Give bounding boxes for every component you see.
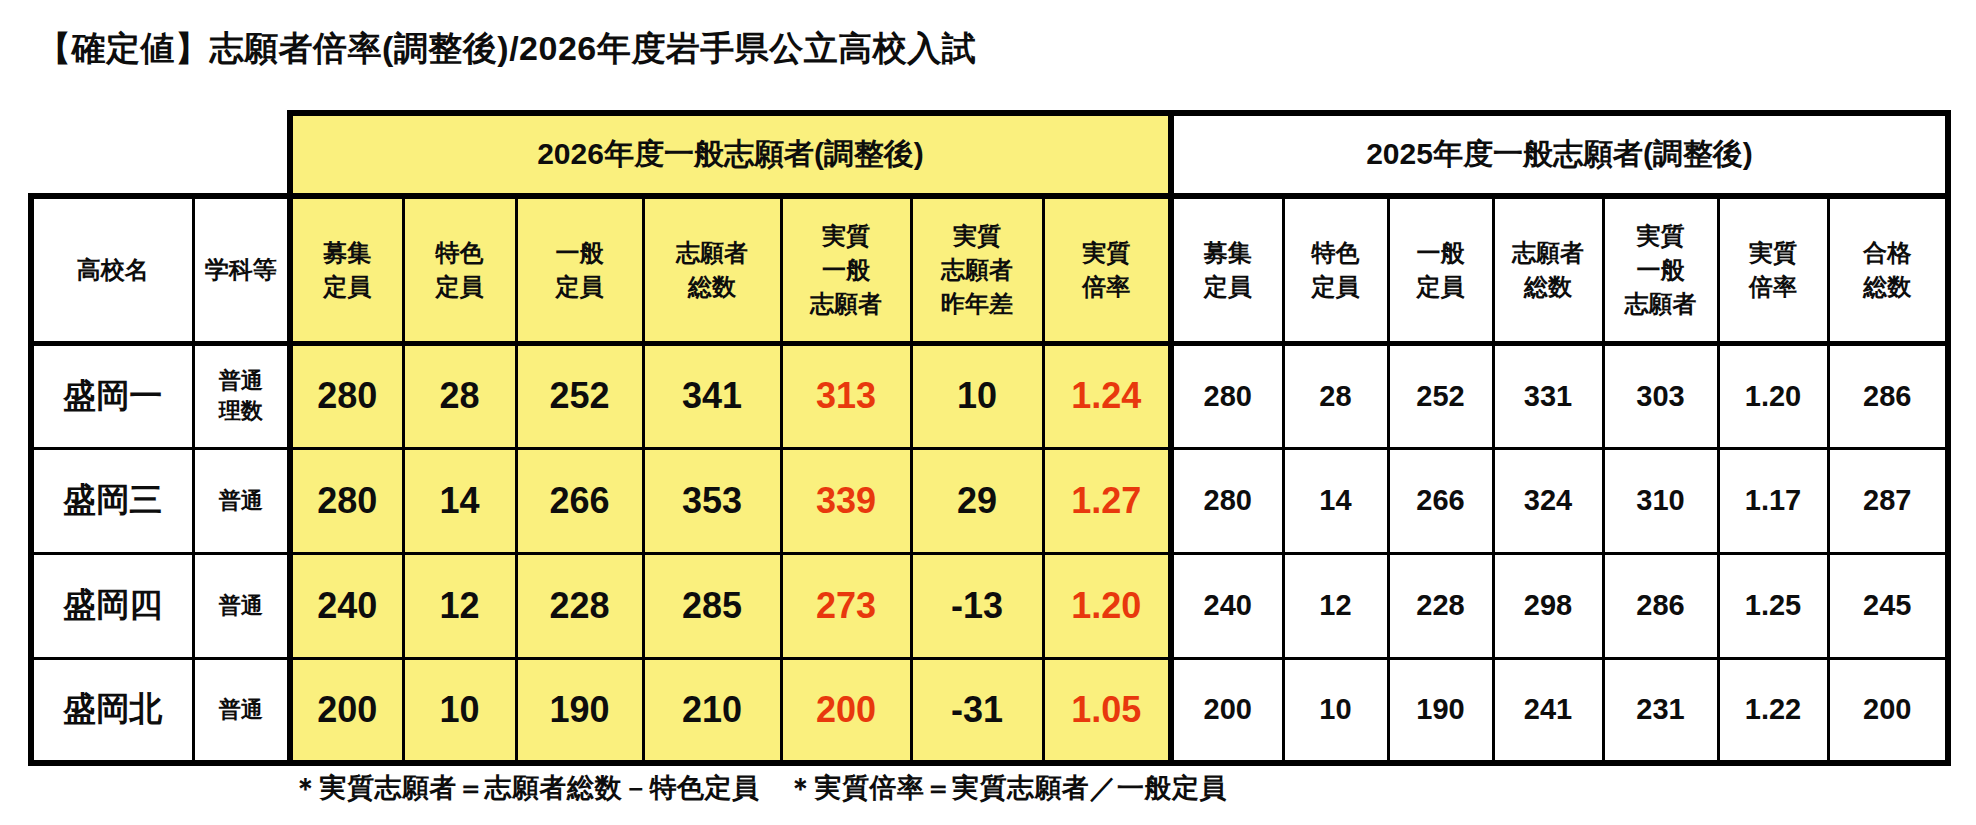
cell-2025: 200 [1828, 658, 1948, 763]
cell-2025: 324 [1493, 448, 1603, 553]
cell-2026: 252 [516, 343, 643, 448]
cell-2026: 200 [290, 658, 403, 763]
department: 普通 理数 [193, 343, 290, 448]
cell-2025: 266 [1388, 448, 1493, 553]
school-name: 盛岡北 [31, 658, 193, 763]
cell-2025: 1.20 [1718, 343, 1828, 448]
footnote: ＊実質志願者＝志願者総数－特色定員 ＊実質倍率＝実質志願者／一般定員 [292, 770, 1227, 806]
header-school-name: 高校名 [31, 196, 193, 343]
header-2025-effective-applicants: 実質 一般 志願者 [1603, 196, 1718, 343]
department: 普通 [193, 658, 290, 763]
cell-2025: 12 [1283, 553, 1388, 658]
column-header-row: 高校名 学科等 募集 定員 特色 定員 一般 定員 志願者 総数 実質 一般 志… [31, 196, 1948, 343]
corner-spacer [31, 113, 290, 196]
cell-2025: 1.22 [1718, 658, 1828, 763]
department: 普通 [193, 448, 290, 553]
cell-2026-ratio: 1.20 [1043, 553, 1171, 658]
cell-2026: 28 [403, 343, 516, 448]
table-row: 盛岡北 普通 200 10 190 210 200 -31 1.05 200 1… [31, 658, 1948, 763]
cell-2025: 280 [1171, 448, 1283, 553]
header-2026-special-quota: 特色 定員 [403, 196, 516, 343]
cell-2025: 14 [1283, 448, 1388, 553]
cell-2025: 10 [1283, 658, 1388, 763]
department: 普通 [193, 553, 290, 658]
cell-2026-ratio: 1.05 [1043, 658, 1171, 763]
group-header-2025: 2025年度一般志願者(調整後) [1171, 113, 1948, 196]
header-department: 学科等 [193, 196, 290, 343]
header-2025-special-quota: 特色 定員 [1283, 196, 1388, 343]
cell-2026: 341 [643, 343, 781, 448]
cell-2026: 280 [290, 343, 403, 448]
cell-2025: 331 [1493, 343, 1603, 448]
cell-2026-effective: 273 [781, 553, 911, 658]
header-2025-total-applicants: 志願者 総数 [1493, 196, 1603, 343]
cell-2026-ratio: 1.24 [1043, 343, 1171, 448]
cell-2025: 280 [1171, 343, 1283, 448]
header-2025-total-accepted: 合格 総数 [1828, 196, 1948, 343]
cell-2025: 190 [1388, 658, 1493, 763]
cell-2025: 286 [1603, 553, 1718, 658]
cell-2026: 266 [516, 448, 643, 553]
school-name: 盛岡三 [31, 448, 193, 553]
cell-2025: 287 [1828, 448, 1948, 553]
cell-2025: 252 [1388, 343, 1493, 448]
group-header-row: 2026年度一般志願者(調整後) 2025年度一般志願者(調整後) [31, 113, 1948, 196]
cell-2025: 231 [1603, 658, 1718, 763]
header-2026-total-applicants: 志願者 総数 [643, 196, 781, 343]
cell-2025: 28 [1283, 343, 1388, 448]
cell-2025: 303 [1603, 343, 1718, 448]
table-row: 盛岡一 普通 理数 280 28 252 341 313 10 1.24 280… [31, 343, 1948, 448]
cell-2026: 228 [516, 553, 643, 658]
table-row: 盛岡四 普通 240 12 228 285 273 -13 1.20 240 1… [31, 553, 1948, 658]
cell-2026: 240 [290, 553, 403, 658]
cell-2025: 1.17 [1718, 448, 1828, 553]
cell-2026: -31 [911, 658, 1043, 763]
cell-2026: 14 [403, 448, 516, 553]
cell-2025: 245 [1828, 553, 1948, 658]
cell-2026: 285 [643, 553, 781, 658]
cell-2025: 1.25 [1718, 553, 1828, 658]
header-2026-general-quota: 一般 定員 [516, 196, 643, 343]
group-header-2026: 2026年度一般志願者(調整後) [290, 113, 1171, 196]
cell-2026: 10 [911, 343, 1043, 448]
header-2026-effective-ratio: 実質 倍率 [1043, 196, 1171, 343]
cell-2026: -13 [911, 553, 1043, 658]
cell-2026: 10 [403, 658, 516, 763]
header-2025-effective-ratio: 実質 倍率 [1718, 196, 1828, 343]
admissions-table: 2026年度一般志願者(調整後) 2025年度一般志願者(調整後) 高校名 学科… [28, 110, 1951, 766]
page-title: 【確定値】志願者倍率(調整後)/2026年度岩手県公立高校入試 [37, 26, 976, 72]
cell-2026: 353 [643, 448, 781, 553]
cell-2026: 190 [516, 658, 643, 763]
cell-2025: 228 [1388, 553, 1493, 658]
school-name: 盛岡一 [31, 343, 193, 448]
cell-2026: 29 [911, 448, 1043, 553]
cell-2026: 280 [290, 448, 403, 553]
cell-2026: 210 [643, 658, 781, 763]
cell-2026-effective: 339 [781, 448, 911, 553]
cell-2025: 241 [1493, 658, 1603, 763]
header-2025-general-quota: 一般 定員 [1388, 196, 1493, 343]
table-row: 盛岡三 普通 280 14 266 353 339 29 1.27 280 14… [31, 448, 1948, 553]
cell-2026-effective: 313 [781, 343, 911, 448]
cell-2026: 12 [403, 553, 516, 658]
header-2026-yoy-diff: 実質 志願者 昨年差 [911, 196, 1043, 343]
header-2025-recruit-quota: 募集 定員 [1171, 196, 1283, 343]
cell-2025: 286 [1828, 343, 1948, 448]
cell-2025: 240 [1171, 553, 1283, 658]
header-2026-recruit-quota: 募集 定員 [290, 196, 403, 343]
cell-2025: 298 [1493, 553, 1603, 658]
cell-2025: 310 [1603, 448, 1718, 553]
cell-2026-ratio: 1.27 [1043, 448, 1171, 553]
cell-2025: 200 [1171, 658, 1283, 763]
header-2026-effective-applicants: 実質 一般 志願者 [781, 196, 911, 343]
cell-2026-effective: 200 [781, 658, 911, 763]
school-name: 盛岡四 [31, 553, 193, 658]
